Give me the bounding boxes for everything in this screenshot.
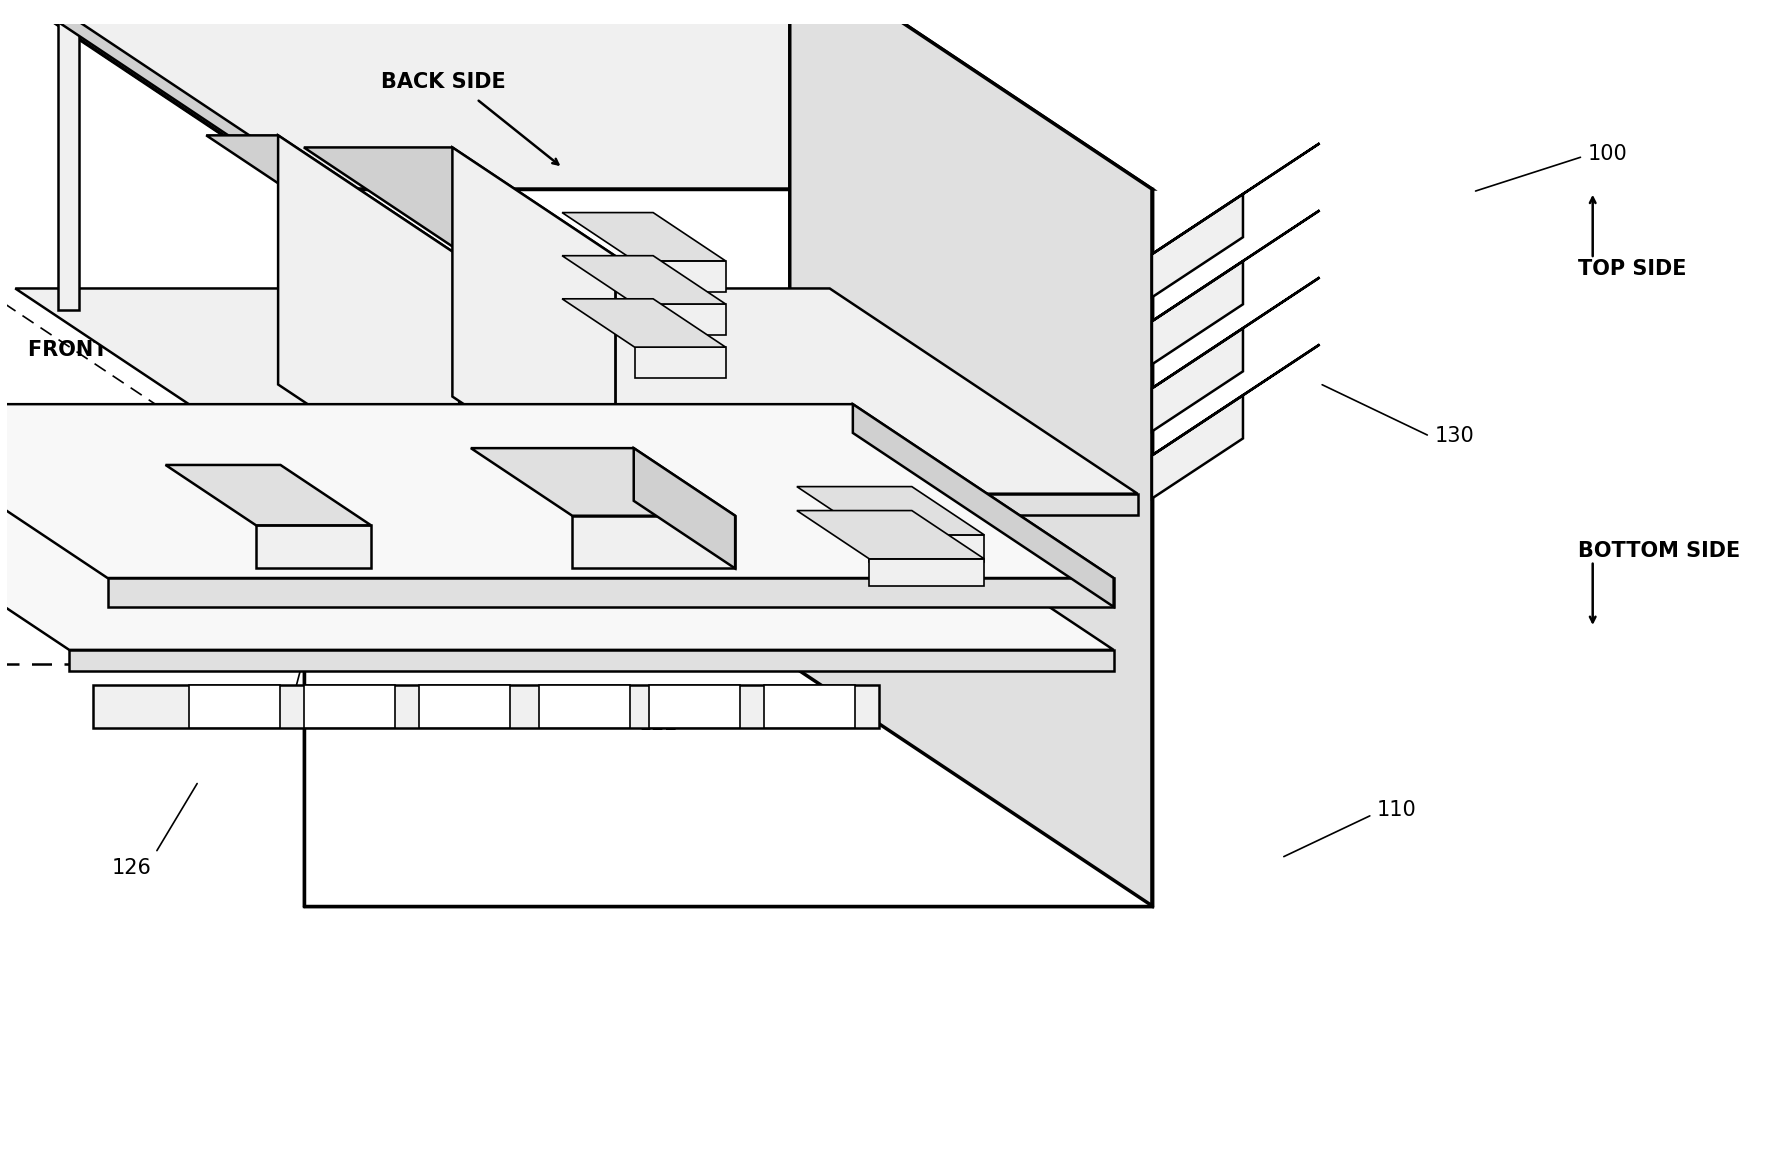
- Text: 130: 130: [1435, 426, 1474, 447]
- Polygon shape: [58, 22, 80, 310]
- Text: 124: 124: [260, 695, 300, 715]
- Polygon shape: [1152, 329, 1242, 432]
- Polygon shape: [648, 685, 740, 729]
- Polygon shape: [419, 685, 511, 729]
- Polygon shape: [94, 685, 878, 729]
- Text: 122: 122: [638, 714, 679, 734]
- Polygon shape: [562, 299, 726, 347]
- Polygon shape: [0, 504, 1113, 650]
- Polygon shape: [763, 685, 855, 729]
- Polygon shape: [366, 227, 387, 515]
- Polygon shape: [108, 578, 1113, 606]
- Polygon shape: [853, 404, 1113, 606]
- Polygon shape: [166, 465, 371, 525]
- Polygon shape: [16, 288, 1138, 494]
- Polygon shape: [562, 256, 726, 304]
- Text: 120: 120: [64, 531, 102, 552]
- Text: 110: 110: [1376, 799, 1417, 820]
- Polygon shape: [1152, 345, 1320, 456]
- Polygon shape: [1152, 278, 1320, 389]
- Polygon shape: [58, 22, 387, 227]
- Polygon shape: [1152, 194, 1242, 297]
- Text: BOTTOM SIDE: BOTTOM SIDE: [1578, 541, 1740, 561]
- Polygon shape: [304, 147, 615, 256]
- Text: 170: 170: [168, 474, 209, 494]
- Polygon shape: [69, 650, 1113, 671]
- Polygon shape: [634, 304, 726, 334]
- Polygon shape: [470, 448, 735, 516]
- Polygon shape: [1152, 211, 1320, 322]
- Polygon shape: [562, 213, 726, 260]
- Polygon shape: [466, 256, 615, 506]
- Polygon shape: [869, 559, 984, 585]
- Polygon shape: [277, 135, 459, 506]
- Polygon shape: [0, 0, 1152, 189]
- Polygon shape: [1152, 396, 1242, 499]
- Text: 160: 160: [581, 417, 620, 436]
- Polygon shape: [387, 256, 459, 506]
- Polygon shape: [189, 685, 279, 729]
- Text: 100: 100: [1589, 143, 1627, 163]
- Text: 126: 126: [111, 857, 152, 878]
- Polygon shape: [304, 189, 1152, 906]
- Text: TOP SIDE: TOP SIDE: [1578, 258, 1687, 279]
- Text: 140: 140: [265, 320, 304, 341]
- Polygon shape: [256, 525, 371, 568]
- Polygon shape: [790, 0, 1152, 906]
- Text: BACK SIDE: BACK SIDE: [380, 72, 505, 91]
- Polygon shape: [0, 404, 1113, 578]
- Text: 150: 150: [576, 253, 617, 273]
- Polygon shape: [539, 685, 629, 729]
- Polygon shape: [1152, 143, 1320, 255]
- Polygon shape: [323, 494, 1138, 515]
- Polygon shape: [634, 260, 726, 292]
- Polygon shape: [1152, 261, 1242, 364]
- Text: FRONT SIDE: FRONT SIDE: [28, 340, 168, 360]
- Polygon shape: [452, 147, 615, 506]
- Polygon shape: [869, 535, 984, 562]
- Text: 152: 152: [283, 369, 323, 389]
- Polygon shape: [634, 448, 735, 568]
- Polygon shape: [634, 347, 726, 378]
- Polygon shape: [207, 135, 459, 256]
- Polygon shape: [797, 510, 984, 559]
- Polygon shape: [304, 685, 396, 729]
- Text: 142: 142: [772, 292, 813, 311]
- Polygon shape: [573, 516, 735, 568]
- Polygon shape: [797, 487, 984, 535]
